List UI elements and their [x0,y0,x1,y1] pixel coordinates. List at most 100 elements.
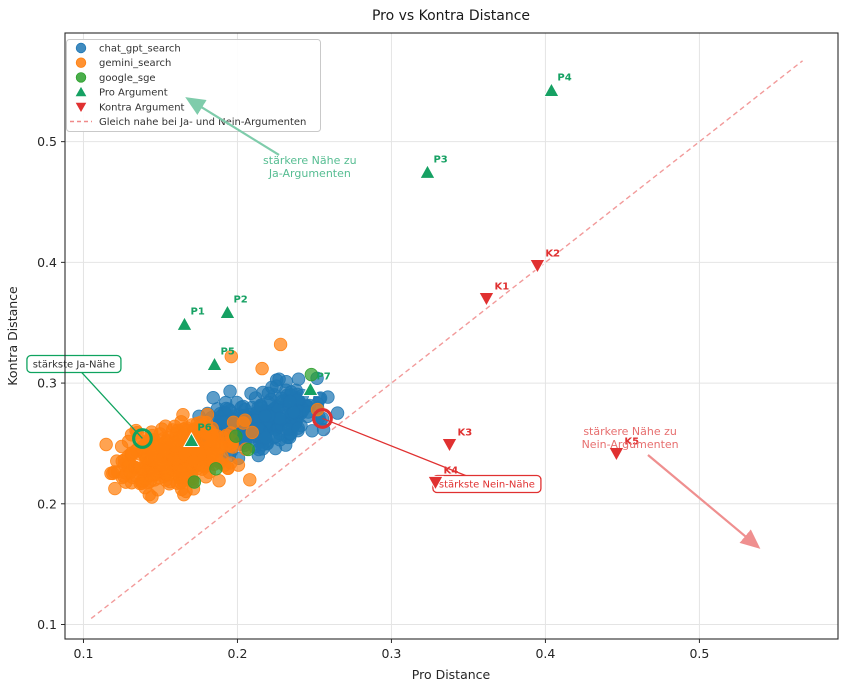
scatter-point-gemini_search [212,474,226,488]
scatter-points [99,337,345,504]
highlight-ring-nein [312,408,333,429]
pro-marker-P6 [183,432,200,448]
kontra-marker-K4 [427,475,444,491]
y-tick-label: 0.3 [37,376,57,391]
scatter-point-chat_gpt_search [291,421,305,435]
scatter-point-google_sge [304,367,319,382]
scatter-point-gemini_search [236,416,250,430]
legend: chat_gpt_search gemini_search google_sge Pr… [66,39,321,132]
legend-item-label: Kontra Argument [99,102,185,113]
kontra-label-K4: K4 [443,465,458,476]
scatter-point-chat_gpt_search [291,372,306,386]
y-tick-label: 0.1 [37,617,57,632]
x-tick-label: 0.3 [382,646,402,661]
identity-line [90,60,804,620]
scatter-point-chat_gpt_search [287,405,301,419]
scatter-point-gemini_search [273,337,288,352]
x-axis-label: Pro Distance [412,667,491,682]
identity-line-group [90,60,804,620]
highlight-ring-ja [132,428,153,449]
axes: 0.1 0.2 0.3 0.4 0.5 0.1 0.2 0.3 0.4 0.5 [37,32,839,661]
kontra-label-K3: K3 [457,428,472,439]
scatter-point-google_sge [209,462,223,476]
pro-label-P1: P1 [190,306,204,317]
scatter-point-google_sge [241,442,255,457]
scatter-point-gemini_search [145,447,159,461]
kontra-marker-K3 [441,438,458,454]
scatter-point-gemini_search [172,433,187,447]
x-tick-label: 0.4 [535,646,555,661]
scatter-point-gemini_search [243,473,257,487]
legend-marker-circle [75,42,87,54]
scatter-point-gemini_search [108,481,122,496]
scatter-point-chat_gpt_search [258,409,273,423]
scatter-point-chat_gpt_search [272,372,286,386]
pro-label-P6: P6 [197,423,211,434]
pro-label-P5: P5 [221,346,235,357]
y-tick-label: 0.4 [37,255,57,270]
annotation-text-ja: stärkere Nähe zu Ja-Argumenten [263,154,357,180]
annotations: stärkere Nähe zu Ja-Argumenten stärkere Nä… [185,97,761,549]
highlight-label: stärkste Ja-Nähe [33,360,115,371]
x-tick-label: 0.2 [228,646,248,661]
scatter-point-gemini_search [186,453,201,468]
scatter-point-gemini_search [255,361,269,376]
scatter-point-gemini_search [99,437,113,452]
kontra-marker-K2 [529,259,546,275]
legend-marker-circle [75,57,87,68]
scatter-point-gemini_search [245,425,259,440]
plot-frame [64,32,839,640]
y-tick-label: 0.5 [37,134,57,149]
x-tick-label: 0.5 [689,646,709,661]
legend-marker-triangle-down [74,101,88,114]
scatter-point-gemini_search [200,407,215,422]
y-axis-label: Kontra Distance [5,286,20,386]
pro-label-P7: P7 [316,371,330,382]
legend-box [66,39,321,132]
scatter-point-gemini_search [114,439,129,454]
scatter-point-gemini_search [199,470,213,484]
legend-marker-circle [75,72,87,83]
scatter-point-google_sge [229,429,243,443]
scatter-point-gemini_search [157,442,171,456]
highlight-group: stärkste Ja-Nähe stärkste Nein-Nähe [26,354,542,494]
scatter-point-chat_gpt_search [261,386,276,401]
legend-item-label: google_sge [99,73,156,84]
scatter-point-chat_gpt_search [221,402,236,416]
gridlines [65,33,838,639]
pro-label-P2: P2 [233,294,247,305]
scatter-point-gemini_search [146,467,160,482]
highlight-label: stärkste Nein-Nähe [439,479,535,490]
legend-item-label: gemini_search [99,58,171,69]
highlight-label-box [26,354,122,374]
scatter-point-gemini_search [190,416,204,431]
kontra-label-K1: K1 [494,281,509,292]
pro-marker-P7 [302,380,319,396]
scatter-point-google_sge [187,475,202,489]
scatter-point-gemini_search [123,465,137,480]
highlight-connector [322,417,488,485]
annotation-arrow-nein [647,454,761,549]
pro-marker-P5 [206,355,223,371]
pro-marker-P3 [419,163,436,179]
scatter-point-gemini_search [206,446,220,460]
legend-item-label: chat_gpt_search [99,44,181,55]
annotation-text-nein: stärkere Nähe zu Nein-Argumenten [582,425,679,451]
y-tick-label: 0.2 [37,496,57,511]
kontra-marker-K1 [478,291,495,307]
scatter-point-gemini_search [142,487,157,502]
highlight-connector [73,363,143,439]
scatter-point-gemini_search [200,434,214,448]
pro-marker-P4 [543,81,560,97]
pro-label-P3: P3 [433,154,447,165]
scatter-point-chat_gpt_search [206,391,220,405]
scatter-point-gemini_search [224,349,239,364]
x-tick-label: 0.1 [74,646,94,661]
legend-item-label: Pro Argument [99,88,168,99]
argument-markers: P1 P2 P3 P4 P5 P6 P7 K1 K2 K3 K4 K5 [176,72,639,491]
scatter-point-chat_gpt_search [259,431,273,445]
chart-title: Pro vs Kontra Distance [372,8,530,24]
scatter-point-chat_gpt_search [330,406,345,420]
